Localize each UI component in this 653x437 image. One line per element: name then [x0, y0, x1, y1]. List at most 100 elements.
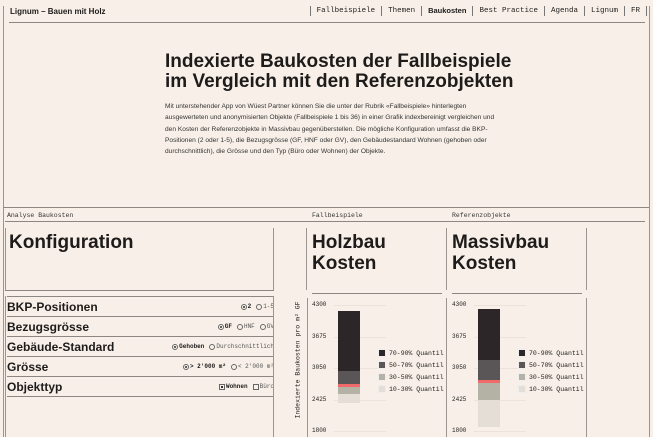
- legend-item: 10-30% Quantil: [518, 385, 584, 393]
- config-label: Gebäude-Standard: [7, 339, 115, 354]
- radio-control[interactable]: [217, 323, 224, 330]
- radio-control[interactable]: [182, 363, 189, 370]
- median-line: [478, 379, 500, 383]
- legend-swatch: [518, 385, 526, 393]
- legend-item: 50-70% Quantil: [518, 361, 584, 369]
- checkbox-control[interactable]: [218, 383, 225, 390]
- gridline: [474, 305, 526, 306]
- quantile-bar-segment[interactable]: [478, 400, 500, 427]
- option-label: 1-5: [263, 303, 274, 310]
- radio-control[interactable]: [259, 323, 266, 330]
- legend-swatch: [518, 349, 526, 357]
- brand-logo[interactable]: Lignum – Bauen mit Holz: [10, 7, 106, 16]
- radio-option[interactable]: GF: [217, 323, 232, 330]
- radio-option[interactable]: < 2'000 m²: [230, 363, 274, 370]
- config-title: Konfiguration: [9, 232, 134, 253]
- massivbau-title: Massivbau Kosten: [452, 232, 550, 274]
- option-group: Wohnen Büro: [218, 383, 274, 390]
- checkbox-option[interactable]: Büro: [252, 383, 274, 390]
- nav-link-baukosten[interactable]: Baukosten: [421, 6, 472, 16]
- quantile-bar-segment[interactable]: [338, 310, 360, 371]
- nav-link-best-practice[interactable]: Best Practice: [472, 6, 544, 16]
- nav-link-themen[interactable]: Themen: [381, 6, 421, 16]
- gridline: [334, 368, 386, 369]
- y-tick-label: 1800: [452, 427, 467, 434]
- radio-control[interactable]: [172, 343, 179, 350]
- legend-swatch: [378, 349, 386, 357]
- config-label: Bezugsgrösse: [7, 319, 90, 334]
- gridline: [334, 336, 386, 338]
- radio-control[interactable]: [256, 303, 263, 310]
- y-tick-label: 3675: [312, 332, 327, 340]
- legend-swatch: [378, 373, 386, 381]
- gridline: [334, 305, 386, 306]
- checkbox-option[interactable]: Wohnen: [218, 383, 248, 390]
- gridline: [474, 336, 526, 338]
- gridline: [334, 431, 386, 432]
- legend-item: 10-30% Quantil: [378, 385, 444, 393]
- intro-text: Mit unterstehender App von Wüest Partner…: [165, 103, 495, 156]
- section-label-referenz: Referenzobjekte: [452, 212, 511, 219]
- option-label: GF: [224, 323, 232, 330]
- radio-option[interactable]: 1-5: [256, 303, 274, 310]
- quantile-bar-segment[interactable]: [338, 370, 360, 385]
- nav-link-fr[interactable]: FR: [623, 6, 647, 16]
- radio-option[interactable]: HNF: [236, 323, 255, 330]
- gridline: [334, 399, 386, 401]
- option-label: Durchschnittlich: [216, 343, 274, 350]
- config-row: Objekttyp Wohnen Büro: [7, 376, 274, 396]
- page-title: Indexierte Baukosten der Fallbeispiele i…: [165, 51, 514, 92]
- option-label: > 2'000 m²: [189, 363, 226, 370]
- option-label: HNF: [243, 323, 255, 330]
- section-label-analyse: Analyse Baukosten: [7, 212, 74, 219]
- y-tick-label: 4300: [452, 301, 467, 308]
- quantile-bar-segment[interactable]: [338, 384, 360, 394]
- y-tick-label: 1800: [312, 427, 327, 434]
- config-label: Objekttyp: [7, 379, 63, 394]
- legend-swatch: [518, 373, 526, 381]
- quantile-bar-segment[interactable]: [478, 360, 500, 381]
- y-tick-label: 3050: [452, 364, 467, 371]
- option-label: Gehoben: [179, 343, 205, 350]
- config-label: BKP-Positionen: [7, 299, 98, 314]
- holzbau-title: Holzbau Kosten: [312, 232, 386, 274]
- quantile-bar-segment[interactable]: [478, 380, 500, 401]
- legend-item: 70-90% Quantil: [518, 349, 584, 357]
- config-row: Bezugsgrösse GF HNF GV: [7, 316, 274, 336]
- legend-item: 70-90% Quantil: [378, 349, 444, 357]
- section-label-fallbeispiele: Fallbeispiele: [312, 212, 363, 219]
- gridline: [474, 431, 526, 432]
- option-label: 2: [247, 303, 252, 310]
- option-label: GV: [266, 323, 274, 330]
- radio-option[interactable]: Durchschnittlich: [209, 343, 274, 350]
- legend-item: 50-70% Quantil: [378, 361, 444, 369]
- config-row: Gebäude-Standard Gehoben Durchschnittlich: [7, 336, 274, 356]
- radio-control[interactable]: [230, 363, 237, 370]
- nav-link-agenda[interactable]: Agenda: [543, 6, 584, 16]
- config-label: Grösse: [7, 359, 49, 374]
- main-nav: Fallbeispiele Themen Baukosten Best Practic…: [309, 6, 647, 16]
- nav-link-fallbeispiele[interactable]: Fallbeispiele: [309, 6, 382, 16]
- quantile-bar-segment[interactable]: [478, 308, 500, 361]
- option-label: < 2'000 m²: [237, 363, 274, 370]
- checkbox-control[interactable]: [252, 383, 259, 390]
- radio-control[interactable]: [236, 323, 243, 330]
- radio-option[interactable]: GV: [259, 323, 274, 330]
- option-group: 2 1-5: [240, 303, 274, 310]
- quantile-bar-segment[interactable]: [338, 393, 360, 404]
- radio-control[interactable]: [240, 303, 247, 310]
- nav-link-lignum[interactable]: Lignum: [583, 6, 624, 16]
- legend-item: 30-50% Quantil: [518, 373, 584, 381]
- radio-option[interactable]: 2: [240, 303, 252, 310]
- option-label: Büro: [259, 383, 274, 390]
- legend-swatch: [378, 361, 386, 369]
- y-tick-label: 3050: [312, 364, 327, 371]
- gridline: [474, 368, 526, 369]
- median-line: [338, 383, 360, 387]
- radio-option[interactable]: > 2'000 m²: [182, 363, 226, 370]
- radio-control[interactable]: [209, 343, 216, 350]
- config-row: BKP-Positionen 2 1-5: [7, 296, 274, 316]
- y-tick-label: 3675: [452, 332, 467, 340]
- option-label: Wohnen: [225, 383, 248, 390]
- radio-option[interactable]: Gehoben: [172, 343, 204, 350]
